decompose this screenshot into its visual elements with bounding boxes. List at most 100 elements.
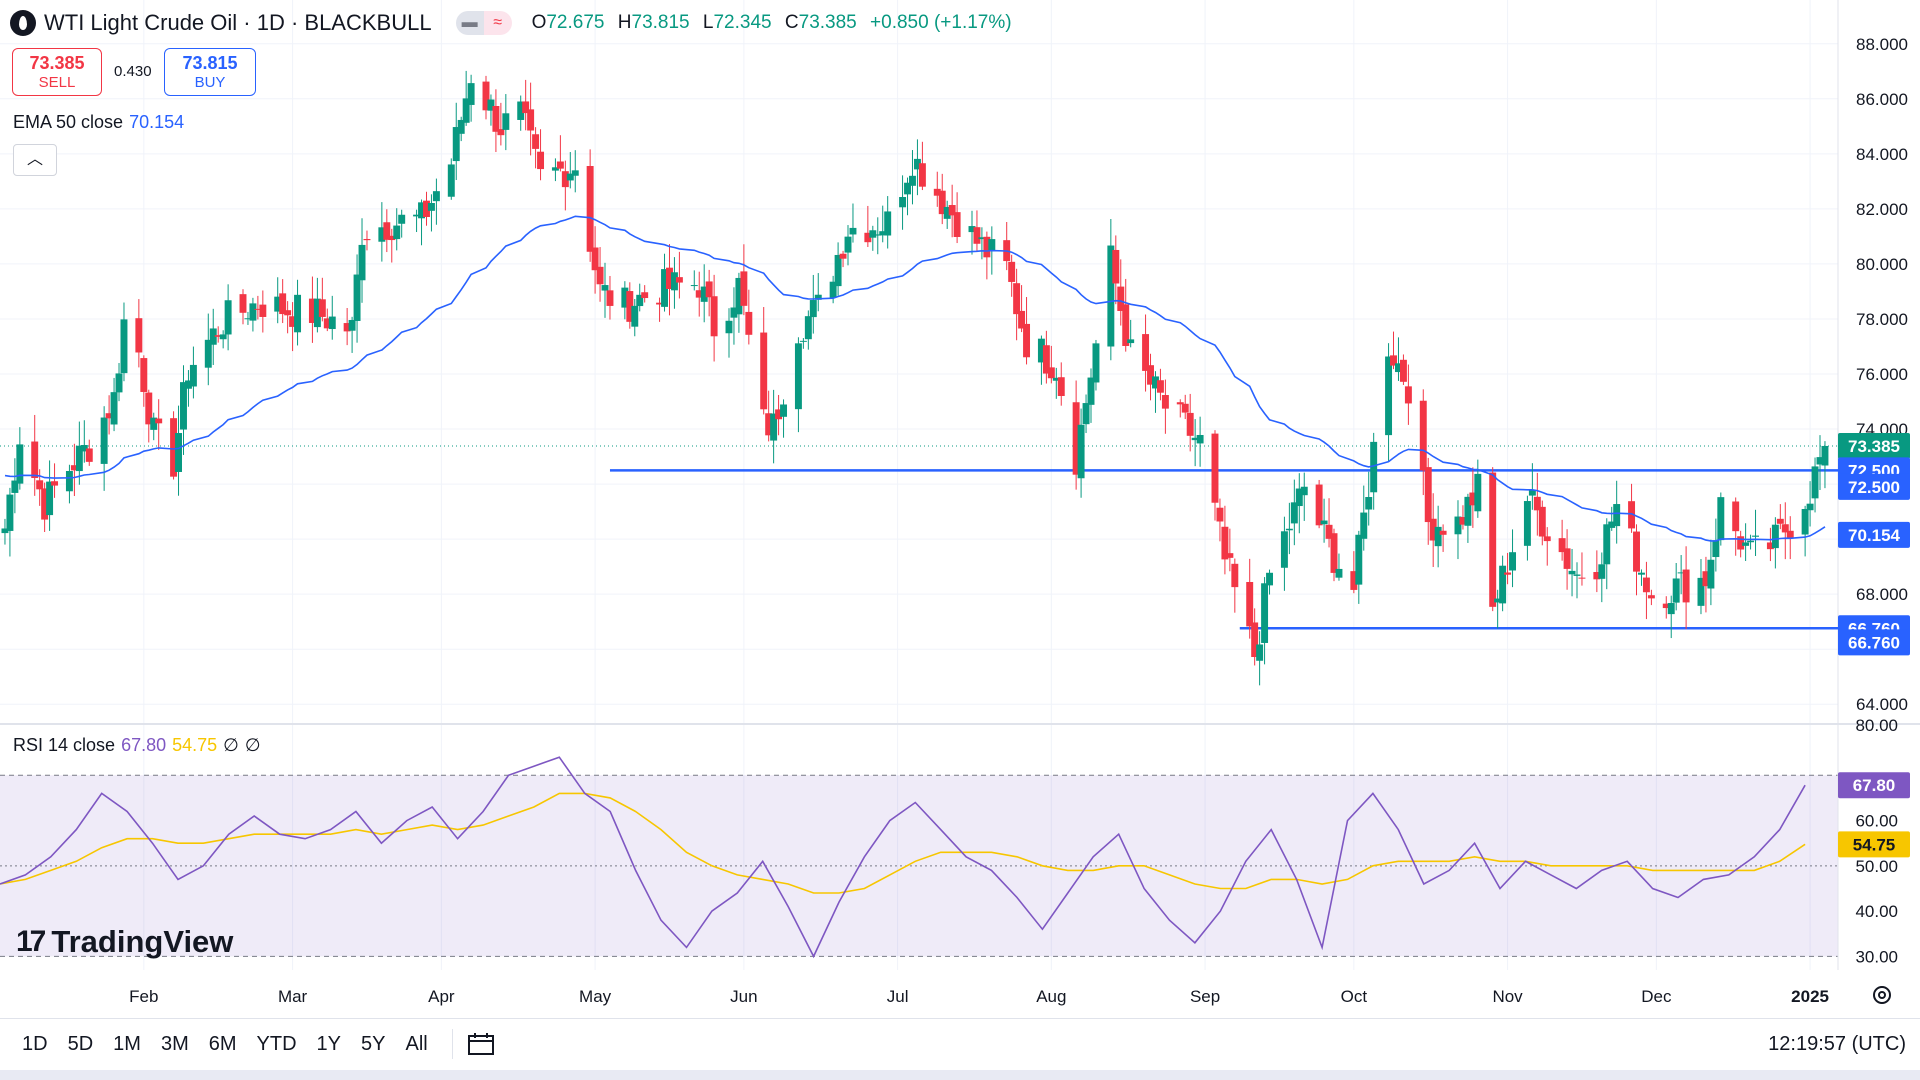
range-all-button[interactable]: All <box>405 1032 428 1055</box>
candle-body <box>423 200 430 218</box>
bottom-toolbar: 1D 5D 1M 3M 6M YTD 1Y 5Y All 12:19:57 (U… <box>0 1018 1920 1069</box>
candle-body <box>537 151 545 170</box>
candle-body <box>1152 376 1159 389</box>
candle-body <box>1072 402 1080 475</box>
range-1d-button[interactable]: 1D <box>22 1032 48 1055</box>
candle-body <box>155 418 163 424</box>
ohlc-values: O72.675 H73.815 L72.345 C73.385 +0.850 (… <box>531 12 1012 33</box>
candle-body <box>1117 286 1125 311</box>
candle-body <box>1226 553 1234 558</box>
candle-body <box>899 197 907 208</box>
candle-body <box>948 205 956 216</box>
buy-button[interactable]: 73.815 BUY <box>164 48 256 96</box>
candle-body <box>869 230 877 238</box>
time-axis-tick: Jun <box>730 987 757 1006</box>
price-axis-tick: 84.000 <box>1856 145 1908 164</box>
rsi-axis-tick: 30.00 <box>1855 947 1898 966</box>
settings-gear-icon[interactable] <box>1870 983 1894 1007</box>
sell-button[interactable]: 73.385 SELL <box>12 48 102 96</box>
candle-body <box>11 480 19 493</box>
candle-body <box>695 290 703 298</box>
rsi-tag-label: 67.80 <box>1853 776 1896 795</box>
calendar-icon[interactable] <box>467 1032 495 1056</box>
candle-body <box>1697 577 1705 606</box>
collapse-indicators-button[interactable]: ︿ <box>13 144 57 176</box>
status-pill[interactable]: ▬ ≈ <box>455 11 512 35</box>
candle-body <box>1667 603 1675 615</box>
candle-body <box>909 175 916 186</box>
low-value: 72.345 <box>713 12 772 33</box>
candle-body <box>834 254 842 287</box>
spread-value: 0.430 <box>114 63 152 80</box>
rsi-ma-tag: 54.75 <box>1838 831 1910 858</box>
candle-body <box>135 318 143 353</box>
candle-body <box>675 277 683 283</box>
time-axis-tick: May <box>579 987 612 1006</box>
candle-body <box>1732 501 1740 532</box>
symbol-title[interactable]: WTI Light Crude Oil · 1D · BLACKBULL <box>44 10 432 35</box>
candle-body <box>1330 533 1338 573</box>
candle-body <box>1603 524 1611 565</box>
price-tag: 72.500 <box>1838 473 1910 500</box>
candle-body <box>884 211 892 236</box>
rsi-axis-tick: 50.00 <box>1855 857 1898 876</box>
candle-body <box>1578 577 1586 579</box>
rsi-legend[interactable]: RSI 14 close 67.80 54.75 ∅ ∅ <box>13 735 261 755</box>
candle-body <box>978 237 986 240</box>
candle-body <box>670 272 678 291</box>
candle-body <box>80 444 88 452</box>
chart-canvas[interactable]: 88.000 86.000 84.000 82.000 80.000 78.000 76.0… <box>0 0 1920 1018</box>
range-3m-button[interactable]: 3M <box>160 1032 189 1055</box>
candle-body <box>447 164 455 197</box>
candle-body <box>388 235 396 241</box>
candle-body <box>1082 403 1090 425</box>
range-ytd-button[interactable]: YTD <box>256 1032 297 1055</box>
candle-body <box>36 480 44 490</box>
candle-body <box>1112 249 1120 284</box>
candle-body <box>467 83 475 105</box>
candle-body <box>1300 486 1308 496</box>
candle-body <box>1464 496 1472 526</box>
candle-body <box>115 373 123 393</box>
candle-body <box>1499 565 1507 604</box>
ema-legend[interactable]: EMA 50 close 70.154 <box>13 112 185 132</box>
open-value: 72.675 <box>546 12 605 33</box>
candle-body <box>1290 502 1298 524</box>
rsi-ma-tag-bg <box>1838 831 1910 858</box>
candle-body <box>497 129 505 136</box>
candle-body <box>1047 367 1055 379</box>
range-5d-button[interactable]: 5D <box>67 1032 94 1055</box>
candle-body <box>601 285 609 291</box>
candle-body <box>804 316 812 340</box>
candle-body <box>1613 504 1621 527</box>
candle-body <box>780 404 788 417</box>
candle-body <box>1781 524 1789 533</box>
candle-body <box>1608 521 1616 528</box>
candle-body <box>1256 644 1264 661</box>
candle-body <box>839 253 847 259</box>
candle-body <box>621 287 629 308</box>
candle-body <box>1642 577 1650 593</box>
candle-body <box>953 212 961 237</box>
candle-body <box>1087 377 1095 405</box>
candle-body <box>829 281 837 298</box>
clock-timezone[interactable]: 12:19:57 (UTC) <box>1768 1033 1906 1055</box>
candle-body <box>775 409 783 420</box>
candle-body <box>517 101 525 120</box>
close-value: 73.385 <box>798 12 857 33</box>
range-6m-button[interactable]: 6M <box>208 1032 237 1055</box>
candle-body <box>308 298 316 323</box>
range-5y-button[interactable]: 5Y <box>361 1032 386 1055</box>
range-1y-button[interactable]: 1Y <box>316 1032 342 1055</box>
candle-body <box>1766 542 1774 550</box>
candle-body <box>1161 395 1169 409</box>
tradingview-logo[interactable]: 17 TradingView <box>16 924 234 959</box>
range-1m-button[interactable]: 1M <box>113 1032 141 1055</box>
candle-body <box>1504 572 1512 575</box>
candle-body <box>110 392 118 425</box>
price-axis-tick: 76.000 <box>1856 365 1908 384</box>
candle-body <box>1077 424 1085 479</box>
candle-body <box>765 413 773 436</box>
candle-body <box>874 234 882 236</box>
candle-body <box>983 236 991 258</box>
